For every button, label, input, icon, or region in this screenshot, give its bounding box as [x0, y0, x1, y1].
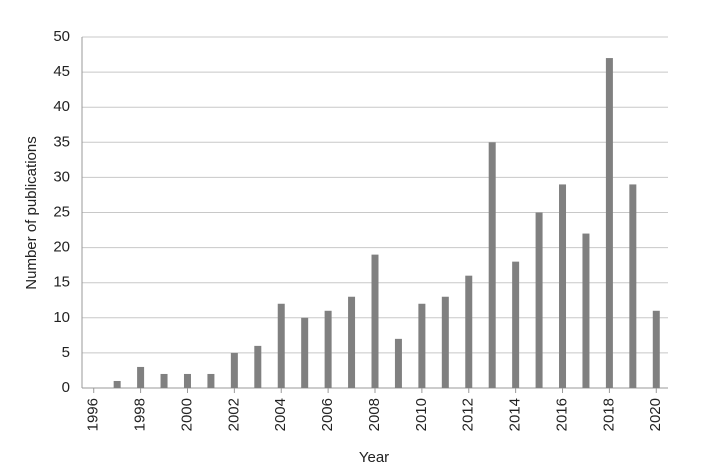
- bar: [652, 310, 660, 388]
- x-tick-label: 2006: [319, 398, 336, 431]
- bar: [183, 373, 191, 388]
- x-tick-label: 2010: [413, 398, 430, 431]
- bar: [488, 142, 496, 388]
- y-tick-label: 10: [53, 309, 70, 326]
- bar: [441, 296, 449, 388]
- x-tick-label: 2012: [460, 398, 477, 431]
- x-axis-label: Year: [359, 449, 389, 466]
- bar: [137, 366, 145, 388]
- y-tick-label: 50: [53, 28, 70, 45]
- bar: [512, 261, 520, 388]
- x-tick-label: 2000: [178, 398, 195, 431]
- bar: [207, 373, 215, 388]
- bar: [348, 296, 356, 388]
- y-tick-label: 25: [53, 203, 70, 220]
- bar: [465, 275, 473, 388]
- y-tick-label: 35: [53, 133, 70, 150]
- x-tick-label: 2018: [600, 398, 617, 431]
- y-tick-label: 45: [53, 63, 70, 80]
- y-tick-label: 15: [53, 274, 70, 291]
- bar: [277, 303, 285, 388]
- y-tick-label: 20: [53, 239, 70, 256]
- y-tick-label: 5: [62, 344, 70, 361]
- bar: [535, 212, 543, 388]
- bar: [559, 184, 567, 388]
- bar: [301, 317, 309, 388]
- y-tick-label: 30: [53, 168, 70, 185]
- bar: [160, 373, 168, 388]
- bar: [418, 303, 426, 388]
- bar: [605, 58, 613, 389]
- bar: [582, 233, 590, 388]
- x-tick-label: 2004: [272, 398, 289, 431]
- bar: [230, 352, 238, 388]
- x-tick-label: 2008: [366, 398, 383, 431]
- x-tick-label: 1996: [85, 398, 102, 431]
- bar: [113, 380, 121, 388]
- y-tick-label: 0: [62, 379, 70, 396]
- y-axis-label: Number of publications: [23, 136, 40, 289]
- bar: [254, 345, 262, 388]
- x-tick-label: 1998: [132, 398, 149, 431]
- bar: [394, 338, 402, 388]
- x-tick-label: 2014: [507, 398, 524, 431]
- x-tick-label: 2016: [553, 398, 570, 431]
- bar: [371, 254, 379, 388]
- y-tick-label: 40: [53, 98, 70, 115]
- x-tick-label: 2002: [225, 398, 242, 431]
- bar: [324, 310, 332, 388]
- bar: [629, 184, 637, 388]
- x-tick-label: 2020: [647, 398, 664, 431]
